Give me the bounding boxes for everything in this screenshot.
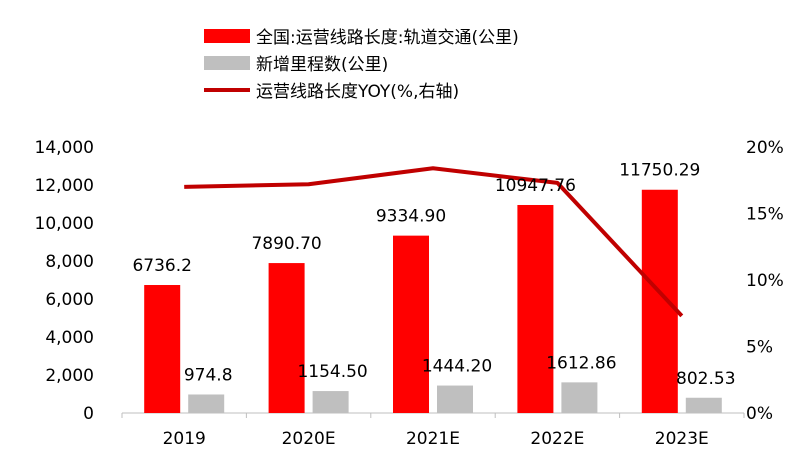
data-label-rail-length: 9334.90 xyxy=(376,207,446,227)
x-tick-label: 2022E xyxy=(530,429,584,449)
legend-swatch-line xyxy=(204,87,250,92)
data-label-rail-length: 6736.2 xyxy=(132,256,191,276)
bar-rail-length xyxy=(641,189,678,413)
x-tick-label: 2023E xyxy=(655,429,709,449)
bar-new-mileage xyxy=(312,391,349,413)
bar-rail-length xyxy=(517,204,554,413)
legend-swatch-red xyxy=(204,28,250,43)
y-right-tick-label: 15% xyxy=(746,205,784,225)
bar-new-mileage xyxy=(561,382,598,413)
data-label-rail-length: 11750.29 xyxy=(619,161,700,181)
line-yoy xyxy=(184,166,684,318)
legend-label-new-mileage: 新增里程数(公里) xyxy=(256,55,389,75)
y-left-tick-label: 0 xyxy=(83,404,94,424)
x-tick-label: 2019 xyxy=(163,429,206,449)
data-label-new-mileage: 802.53 xyxy=(676,369,735,389)
y-left-tick-label: 14,000 xyxy=(35,138,94,158)
y-right-tick-label: 0% xyxy=(746,404,773,424)
y-left-tick-label: 12,000 xyxy=(35,176,94,196)
x-tick-label: 2020E xyxy=(282,429,336,449)
bar-rail-length xyxy=(144,285,181,413)
y-left-tick-label: 2,000 xyxy=(45,366,94,386)
data-label-rail-length: 10947.76 xyxy=(495,176,576,196)
data-label-new-mileage: 974.8 xyxy=(184,365,233,385)
legend-item-new-mileage: 新增里程数(公里) xyxy=(204,49,519,76)
legend-label-rail-length: 全国:运营线路长度:轨道交通(公里) xyxy=(256,28,519,48)
y-left-tick-label: 10,000 xyxy=(35,214,94,234)
y-left-tick-label: 8,000 xyxy=(45,252,94,272)
y-left-tick-label: 6,000 xyxy=(45,290,94,310)
legend-item-rail-length: 全国:运营线路长度:轨道交通(公里) xyxy=(204,22,519,49)
y-right-tick-label: 20% xyxy=(746,138,784,158)
legend-label-yoy: 运营线路长度YOY(%,右轴) xyxy=(256,82,460,102)
legend: 全国:运营线路长度:轨道交通(公里) 新增里程数(公里) 运营线路长度YOY(%… xyxy=(204,22,519,103)
bar-rail-length xyxy=(393,235,429,413)
bar-new-mileage xyxy=(437,385,473,413)
x-tick-label: 2021E xyxy=(406,429,460,449)
y-right-tick-label: 5% xyxy=(746,338,773,358)
data-label-rail-length: 7890.70 xyxy=(251,234,321,254)
y-left-tick-label: 4,000 xyxy=(45,328,94,348)
y-right-tick-label: 10% xyxy=(746,271,784,291)
data-label-new-mileage: 1444.20 xyxy=(422,357,492,377)
bar-new-mileage xyxy=(685,397,722,413)
data-label-new-mileage: 1612.86 xyxy=(546,353,616,373)
bar-rail-length xyxy=(268,263,305,413)
bar-new-mileage xyxy=(188,394,225,413)
legend-swatch-gray xyxy=(204,55,250,70)
data-label-new-mileage: 1154.50 xyxy=(297,362,367,382)
legend-item-yoy: 运营线路长度YOY(%,右轴) xyxy=(204,76,519,103)
